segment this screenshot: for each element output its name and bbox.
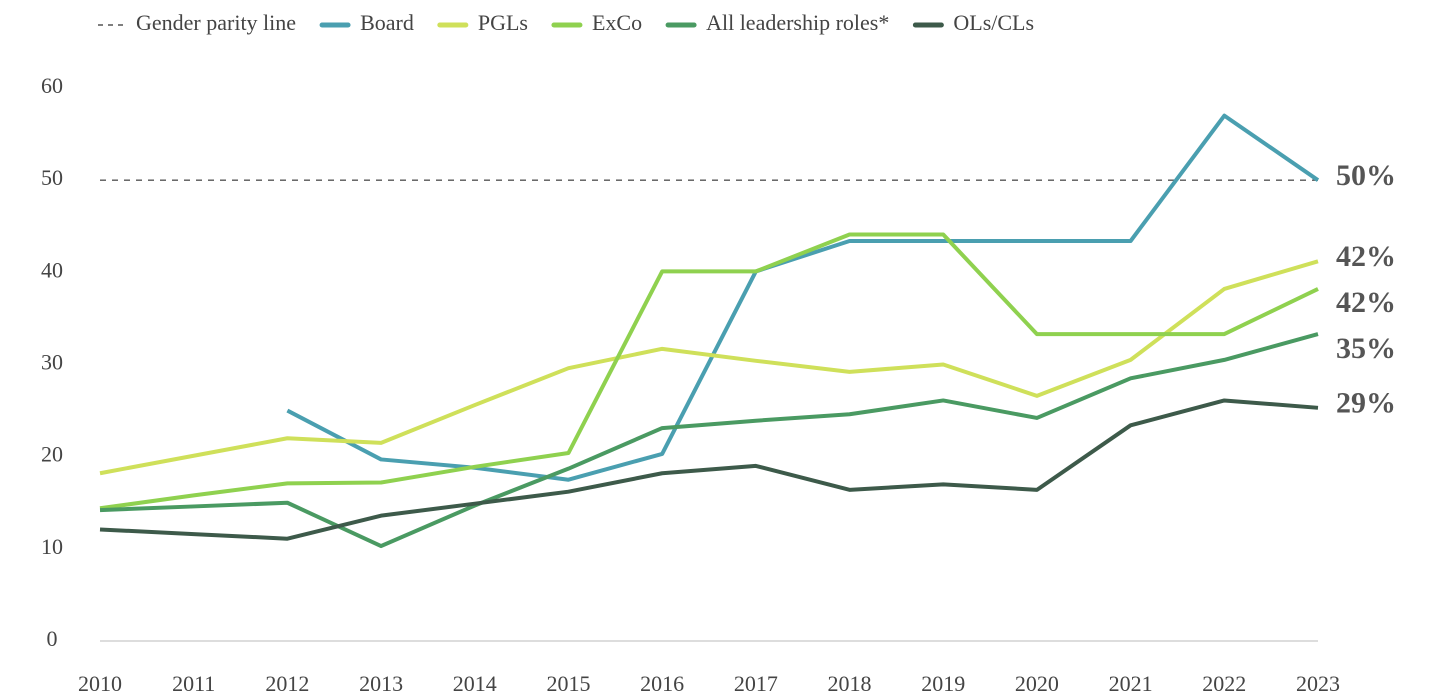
end-label: 35% bbox=[1336, 332, 1396, 365]
y-tick-label: 50 bbox=[41, 165, 63, 190]
y-tick-label: 20 bbox=[41, 442, 63, 467]
x-tick-label: 2019 bbox=[921, 671, 965, 696]
end-label: 29% bbox=[1336, 387, 1396, 420]
series-line bbox=[99, 332, 1319, 549]
legend-label: Gender parity line bbox=[136, 10, 296, 35]
series-line bbox=[99, 259, 1319, 476]
x-tick-label: 2015 bbox=[546, 671, 590, 696]
end-label: 42% bbox=[1336, 240, 1396, 273]
x-tick-label: 2023 bbox=[1296, 671, 1340, 696]
x-tick-label: 2018 bbox=[828, 671, 872, 696]
legend-label: OLs/CLs bbox=[953, 10, 1034, 35]
x-tick-label: 2022 bbox=[1202, 671, 1246, 696]
legend-label: ExCo bbox=[592, 10, 642, 35]
x-tick-label: 2010 bbox=[78, 671, 122, 696]
y-tick-label: 60 bbox=[41, 73, 63, 98]
x-tick-label: 2016 bbox=[640, 671, 684, 696]
legend-label: Board bbox=[360, 10, 414, 35]
x-tick-label: 2020 bbox=[1015, 671, 1059, 696]
series-line bbox=[99, 398, 1319, 541]
x-tick-label: 2017 bbox=[734, 671, 778, 696]
x-tick-label: 2021 bbox=[1109, 671, 1153, 696]
y-tick-label: 10 bbox=[41, 534, 63, 559]
legend-label: PGLs bbox=[478, 10, 528, 35]
x-tick-label: 2013 bbox=[359, 671, 403, 696]
legend-label: All leadership roles* bbox=[706, 10, 889, 35]
y-tick-label: 0 bbox=[47, 626, 58, 651]
end-label: 50% bbox=[1336, 159, 1396, 192]
series-line bbox=[99, 232, 1319, 511]
x-tick-label: 2014 bbox=[453, 671, 497, 696]
end-label: 42% bbox=[1336, 286, 1396, 319]
series-line bbox=[286, 113, 1320, 482]
y-tick-label: 30 bbox=[41, 350, 63, 375]
x-tick-label: 2012 bbox=[265, 671, 309, 696]
y-tick-label: 40 bbox=[41, 257, 63, 282]
x-tick-label: 2011 bbox=[172, 671, 215, 696]
